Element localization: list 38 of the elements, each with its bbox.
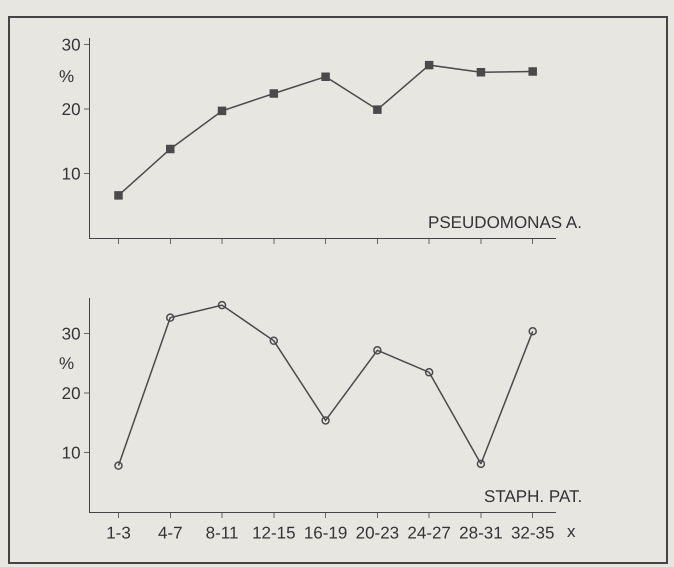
y-tick-label: 10 (62, 444, 81, 463)
point (218, 300, 226, 310)
x-tick-label: 1-3 (106, 523, 131, 542)
x-tick-label: 24-27 (407, 523, 451, 542)
point (476, 460, 486, 468)
y-tick-label: 30 (62, 35, 81, 54)
point (476, 68, 486, 76)
point (424, 368, 434, 377)
point (373, 105, 382, 114)
x-tick-label: 28-31 (459, 523, 503, 542)
x-tick-label: 16-19 (304, 523, 348, 542)
point (270, 89, 278, 98)
x-tick-label: 4-7 (158, 523, 183, 542)
x-tick-label: 8-11 (206, 523, 238, 542)
y-tick-label: 30 (62, 324, 81, 344)
x-axis-title: x (567, 522, 576, 541)
point (373, 346, 382, 355)
x-tick-label: 32-35 (510, 523, 554, 542)
x-tick-label: 12-15 (252, 523, 296, 542)
text: PSEUDOMONAS A. (428, 213, 582, 232)
y-axis-title: % (59, 67, 74, 86)
point (321, 72, 330, 81)
x-tick-label: 20-23 (356, 523, 400, 542)
text: STAPH. PAT. (484, 487, 582, 506)
point (218, 106, 226, 116)
y-axis-title: % (59, 354, 74, 373)
point (114, 191, 123, 200)
point (166, 313, 175, 322)
y-tick-label: 20 (62, 384, 81, 404)
point (166, 144, 175, 154)
point (424, 60, 434, 70)
point (321, 416, 330, 425)
point (528, 67, 537, 76)
point (270, 336, 278, 346)
y-tick-label: 20 (62, 100, 81, 119)
point (528, 327, 537, 336)
point (114, 461, 123, 470)
y-tick-label: 10 (62, 164, 81, 184)
